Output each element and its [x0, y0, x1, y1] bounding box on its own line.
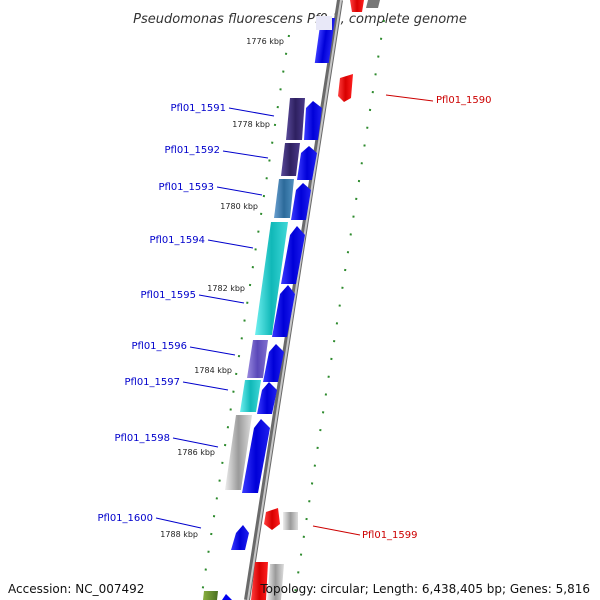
kbp-label: 1776 kbp	[246, 37, 284, 46]
gene-block-bottom-grey	[267, 564, 284, 600]
forward-arrow-1597	[257, 382, 277, 414]
connector-1595	[198, 294, 245, 304]
kbp-label: 1780 kbp	[220, 202, 258, 211]
reverse-gene-arrow-1590	[338, 74, 353, 102]
gene-label-1597[interactable]: Pfl01_1597	[124, 377, 180, 388]
reverse-arrow-bottom-1	[251, 562, 268, 600]
gene-label-1591[interactable]: Pfl01_1591	[170, 103, 226, 114]
connector-1597	[182, 381, 229, 391]
forward-arrow-1591	[304, 101, 322, 140]
connector-1598	[172, 437, 219, 448]
gene-block-top-white	[316, 16, 332, 30]
reverse-gene-arrow-1599	[264, 508, 280, 530]
gene-label-1595[interactable]: Pfl01_1595	[140, 290, 196, 301]
connector-1596	[189, 346, 236, 356]
gene-label-1592[interactable]: Pfl01_1592	[164, 145, 220, 156]
forward-arrow-bottom	[222, 594, 232, 600]
forward-arrow-1600	[231, 525, 249, 550]
kbp-position-labels: 1776 kbp 1778 kbp 1780 kbp 1782 kbp 1784…	[160, 37, 284, 539]
gene-label-1593[interactable]: Pfl01_1593	[158, 182, 214, 193]
topology-text: Topology: circular; Length: 6,438,405 bp…	[260, 582, 590, 596]
reverse-gene-block-grey	[283, 512, 298, 530]
connector-1592	[222, 150, 269, 159]
map-title: Pseudomonas fluorescens Pf0-1, complete …	[133, 12, 467, 27]
reverse-gene-labels: Pfl01_1590 Pfl01_1599	[312, 94, 492, 541]
connector-1599	[312, 525, 361, 536]
gene-label-1599[interactable]: Pfl01_1599	[362, 530, 418, 541]
connector-1593	[216, 186, 263, 196]
connector-1594	[207, 239, 254, 249]
gene-block-1597	[240, 380, 261, 412]
gene-label-1594[interactable]: Pfl01_1594	[149, 235, 205, 246]
gene-block-1592	[281, 143, 300, 176]
gene-block-1591	[286, 98, 305, 140]
kbp-label: 1786 kbp	[177, 448, 215, 457]
forward-arrow-1595	[272, 285, 295, 337]
forward-arrow-1596	[263, 344, 284, 382]
forward-arrow-1594	[281, 226, 305, 284]
forward-arrow-1593	[291, 183, 311, 220]
gene-label-1596[interactable]: Pfl01_1596	[131, 341, 187, 352]
forward-arrow-1592	[297, 146, 317, 180]
reverse-arrow-top-2	[366, 0, 380, 8]
gene-label-1590[interactable]: Pfl01_1590	[436, 95, 492, 106]
gene-block-1598	[225, 415, 252, 490]
gene-block-1593	[274, 179, 294, 218]
connector-1591	[228, 107, 275, 117]
connector-1590	[385, 94, 434, 102]
kbp-label: 1784 kbp	[194, 366, 232, 375]
genome-backbone-highlight	[247, 0, 342, 600]
gene-block-1594-1595	[255, 222, 288, 335]
connector-1600	[155, 517, 202, 529]
forward-arrow-1598	[242, 419, 270, 493]
kbp-label: 1778 kbp	[232, 120, 270, 129]
gene-label-1600[interactable]: Pfl01_1600	[97, 513, 153, 524]
gene-block-bottom-olive	[203, 591, 218, 600]
forward-gene-labels: Pfl01_1591 Pfl01_1592 Pfl01_1593 Pfl01_1…	[97, 103, 275, 529]
accession-text: Accession: NC_007492	[8, 582, 145, 596]
kbp-label: 1782 kbp	[207, 284, 245, 293]
gene-label-1598[interactable]: Pfl01_1598	[114, 433, 170, 444]
gene-block-1596	[247, 340, 268, 378]
kbp-label: 1788 kbp	[160, 530, 198, 539]
reverse-arrow-top-1	[350, 0, 364, 12]
